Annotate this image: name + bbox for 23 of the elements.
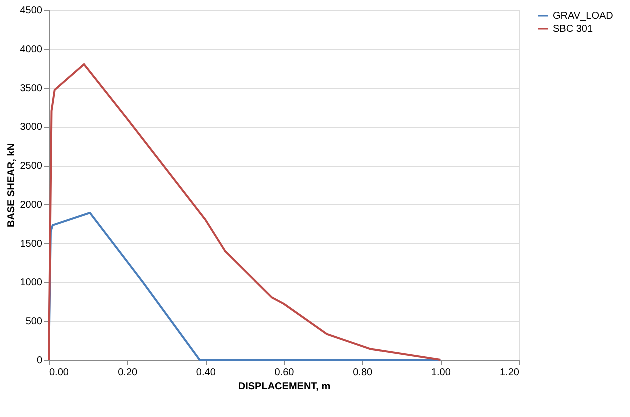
line-series	[48, 63, 442, 361]
x-tick-label: 1.00	[431, 368, 452, 378]
x-tick-label: 0.20	[118, 368, 138, 378]
legend-label: GRAV_LOAD	[553, 11, 614, 22]
y-tick-label: 4000	[20, 44, 43, 56]
y-tick-label: 1500	[20, 238, 43, 250]
y-axis-title: BASE SHEAR, kN	[6, 144, 18, 228]
x-tick-label: 0.00	[50, 368, 70, 378]
x-tick-label: 0.40	[196, 368, 216, 378]
x-tick-label: 0.80	[353, 368, 373, 378]
x-tick-label: 1.20	[500, 368, 520, 378]
line-series	[48, 212, 442, 361]
y-tick-label: 2000	[20, 200, 43, 211]
y-tick-label: 1000	[20, 278, 43, 289]
y-tick-label: 500	[26, 316, 43, 328]
x-axis-title: DISPLACEMENT, m	[238, 382, 331, 392]
y-tick-label: 0	[36, 356, 43, 366]
y-tick-label: 2500	[20, 161, 43, 172]
legend-label: SBC 301	[553, 24, 594, 35]
y-tick-label: 3500	[20, 83, 43, 94]
y-tick-label: 3000	[20, 122, 43, 134]
x-tick-label: 0.60	[274, 368, 295, 378]
y-tick-label: 4500	[20, 6, 43, 16]
